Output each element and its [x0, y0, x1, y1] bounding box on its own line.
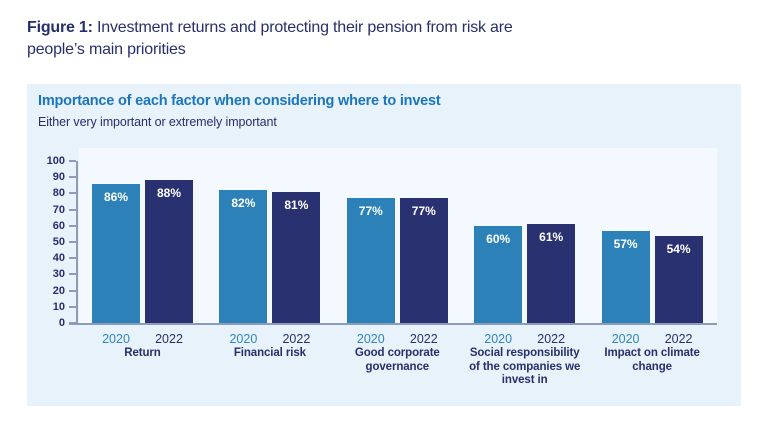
x-axis-line [69, 323, 717, 325]
y-tick [69, 289, 76, 292]
chart-subtitle: Either very important or extremely impor… [38, 115, 277, 129]
year-label-2022: 2022 [537, 332, 566, 346]
bar-value-label: 88% [156, 186, 182, 200]
year-label-2020: 2020 [356, 332, 385, 346]
y-tick-label: 0 [58, 317, 65, 329]
bar-value-label: 77% [411, 204, 436, 218]
figure-number-label: Figure 1: [27, 19, 93, 36]
category-label-social-responsibility-of: Social responsibility of the companies w… [469, 347, 581, 386]
bar-value-label: 86% [103, 190, 129, 204]
bar-value-label: 60% [486, 232, 511, 246]
y-tick [69, 176, 76, 179]
y-tick [69, 322, 76, 324]
category-label-financial-risk: Financial risk [233, 347, 306, 359]
y-tick [69, 160, 76, 162]
year-label-2022: 2022 [664, 332, 693, 346]
y-tick-label: 30 [52, 268, 65, 281]
y-tick-label: 70 [52, 203, 65, 216]
y-tick [69, 208, 76, 211]
chart-title: Importance of each factor when consideri… [38, 93, 441, 109]
category-label-good-corporate-governance: Good corporate governance [354, 347, 440, 373]
category-label-return: Return [124, 347, 161, 359]
bar-value-label: 61% [539, 230, 564, 244]
bar-2022-social-responsibility-of [527, 224, 576, 323]
bar-value-label: 54% [666, 242, 691, 256]
year-label-2022: 2022 [282, 332, 311, 346]
year-label-2022: 2022 [409, 332, 438, 346]
bar-2020-good-corporate-governance [346, 198, 395, 323]
y-tick-label: 10 [52, 300, 65, 313]
bar-value-label: 81% [284, 198, 309, 212]
year-label-2020: 2020 [484, 332, 513, 346]
figure-title: Figure 1: Investment returns and protect… [27, 17, 667, 61]
y-tick-label: 40 [52, 252, 65, 265]
bar-2022-return [145, 180, 193, 323]
y-tick [69, 257, 76, 260]
bar-value-label: 77% [358, 204, 383, 218]
y-tick [69, 305, 76, 308]
y-tick [69, 224, 76, 227]
category-label-impact-on-climate: Impact on climate change [604, 347, 700, 373]
y-tick-label: 100 [46, 155, 65, 167]
figure-title-text: Investment returns and protecting their … [27, 19, 513, 58]
bar-value-label: 57% [613, 237, 638, 251]
year-label-2022: 2022 [155, 332, 183, 346]
y-tick [69, 241, 76, 243]
y-tick-label: 60 [52, 219, 65, 232]
y-tick-label: 90 [52, 171, 65, 184]
plot-area: 0 10 20 30 40 50 60 70 80 90 100 86% 2020 88% 2022 Retu… [47, 155, 717, 386]
y-tick-label: 20 [52, 284, 65, 297]
year-label-2020: 2020 [102, 332, 130, 346]
bar-2020-impact-on-climate [601, 231, 650, 323]
year-label-2020: 2020 [229, 332, 258, 346]
y-tick [69, 192, 76, 195]
y-axis-line [76, 161, 78, 324]
bar-2022-good-corporate-governance [399, 198, 448, 323]
bar-2020-social-responsibility-of [474, 226, 523, 323]
chart-panel: Importance of each factor when consideri… [27, 84, 741, 406]
y-tick-label: 80 [52, 187, 65, 200]
bar-2020-financial-risk [219, 190, 268, 323]
bar-value-label: 82% [231, 196, 256, 210]
y-tick [69, 273, 76, 276]
bar-2022-financial-risk [272, 192, 321, 323]
year-label-2020: 2020 [611, 332, 640, 346]
y-tick-label: 50 [52, 236, 65, 248]
bar-2020-return [92, 184, 140, 323]
bar-2022-impact-on-climate [654, 236, 703, 323]
